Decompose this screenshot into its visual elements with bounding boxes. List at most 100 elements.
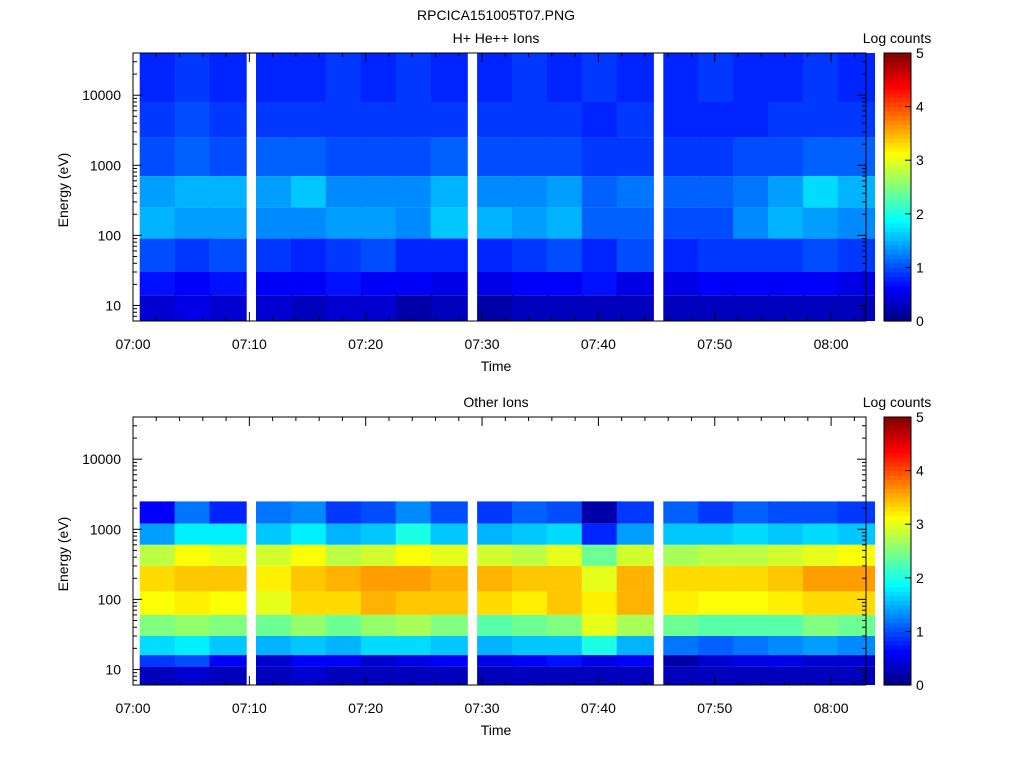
colorbar-swatch [884,164,911,170]
colorbar-swatch [884,439,911,445]
heatmap-cell [174,501,212,524]
heatmap-cell [290,295,329,321]
colorbar-swatch [884,676,911,682]
heatmap-cell [395,295,433,321]
heatmap-cell [616,655,654,667]
colorbar-swatch [884,519,911,525]
colorbar-swatch [884,475,911,481]
heatmap-cell [837,102,875,138]
colorbar-swatch [884,187,911,193]
heatmap-cell [616,176,654,208]
colorbar-swatch [884,124,911,130]
colorbar-swatch [884,307,911,313]
heatmap-cell [733,137,771,177]
colorbar-swatch [884,586,911,592]
colorbar-swatch [884,276,911,282]
heatmap-cell [698,666,736,685]
heatmap-cell [733,272,771,296]
heatmap-cell [698,544,736,566]
heatmap-cell [616,591,654,615]
heatmap-cell [290,544,329,566]
heatmap-cell [733,207,771,239]
heatmap-cell [430,176,468,208]
heatmap-cell [256,636,294,656]
heatmap-cell [477,614,515,636]
colorbar-swatch [884,430,911,436]
colorbar-swatch [884,600,911,606]
heatmap-cell [290,591,329,615]
heatmap-cell [512,176,550,208]
heatmap-cell [360,53,398,102]
heatmap-cell [837,176,875,208]
heatmap-cell [768,544,806,566]
heatmap-cell [430,614,468,636]
heatmap-cell [139,176,177,208]
heatmap-cell [616,501,654,524]
colorbar-swatch [884,155,911,161]
heatmap-cell [512,272,550,296]
heatmap-cell [360,295,398,321]
heatmap-cell [837,137,875,177]
colorbar-swatch [884,448,911,454]
heatmap-cell [139,523,177,545]
colorbar-swatch [884,84,911,90]
x-tick-label: 07:30 [465,700,500,716]
colorbar-tick-label: 2 [916,570,924,586]
heatmap-cell [174,53,212,102]
colorbar-swatch [884,653,911,659]
colorbar-swatch [884,61,911,67]
heatmap-cell [616,238,654,272]
colorbar-swatch [884,285,911,291]
heatmap-cell [209,544,247,566]
heatmap-cell [768,501,806,524]
heatmap-cell [546,666,585,685]
heatmap-cell [174,591,212,615]
heatmap-cell [768,238,806,272]
heatmap-cell [802,176,841,208]
heatmap-cell [802,501,841,524]
y-tick-label: 100 [98,227,122,243]
colorbar-swatch [884,497,911,503]
heatmap-cell [256,53,294,102]
heatmap-cell [802,591,841,615]
colorbar-swatch [884,102,911,108]
x-tick-label: 07:40 [581,700,616,716]
colorbar-swatch [884,173,911,179]
heatmap-cell [733,666,771,685]
heatmap-cell [430,102,468,138]
heatmap-cell [733,565,771,592]
y-tick-label: 10 [105,661,121,677]
heatmap-cell [663,238,701,272]
colorbar-swatch [884,66,911,72]
heatmap-cell [581,295,619,321]
x-tick-label: 07:50 [697,336,732,352]
colorbar-swatch [884,618,911,624]
heatmap-cell [139,655,177,667]
heatmap-cell [837,53,875,102]
heatmap-cell [477,501,515,524]
heatmap-cell [802,272,841,296]
heatmap-cell [139,544,177,566]
colorbar-swatch [884,644,911,650]
colorbar-swatch [884,191,911,197]
heatmap-cell [325,523,363,545]
heatmap-cell [477,53,515,102]
colorbar-swatch [884,227,911,233]
heatmap-cell [663,636,701,656]
colorbar-swatch [884,200,911,206]
heatmap-cell [290,238,329,272]
heatmap-cell [837,272,875,296]
y-tick-label: 100 [98,591,122,607]
heatmap-cell [837,565,875,592]
heatmap-cell [837,655,875,667]
heatmap-cell [430,655,468,667]
heatmap-cell [360,137,398,177]
heatmap-cell [802,544,841,566]
heatmap-cell [581,501,619,524]
colorbar-swatch [884,551,911,557]
heatmap-cell [477,295,515,321]
colorbar-swatch [884,640,911,646]
heatmap-cell [733,523,771,545]
y-tick-label: 1000 [90,157,121,173]
heatmap-cell [663,501,701,524]
